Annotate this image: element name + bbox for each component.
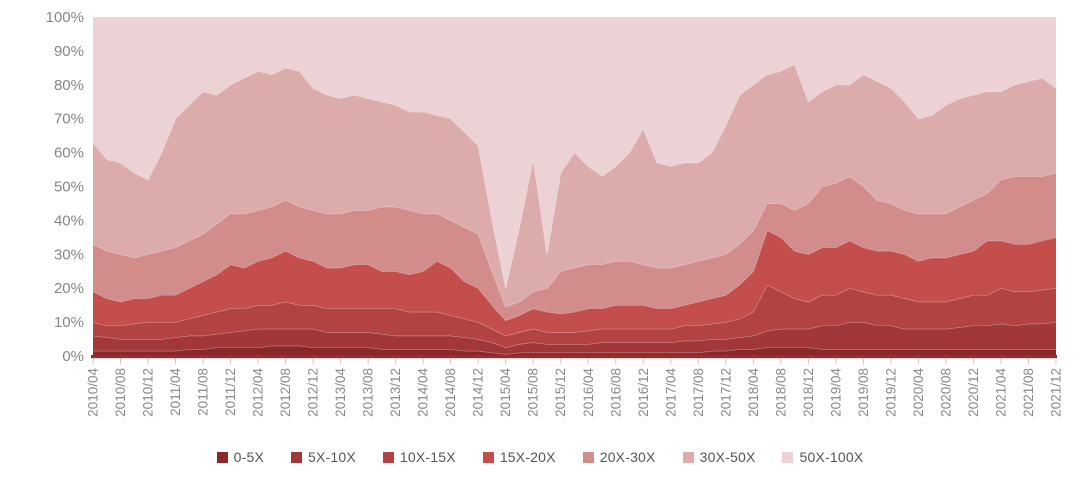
chart-canvas: 0% 10% 20% 30% 40% 50% 60% 70% 80% 90% 100% 2010/04… — [46, 9, 1064, 417]
legend-item-10x-15x: 10X-15X — [382, 449, 456, 465]
x-axis-tick-label: 2014/04 — [416, 368, 431, 417]
y-axis-tick-label: 20% — [54, 280, 84, 297]
area-band-5X-10X — [93, 322, 1056, 355]
x-axis-tick-label: 2013/04 — [333, 368, 348, 417]
y-axis-tick-label: 80% — [54, 77, 84, 94]
legend-label-5x-10x: 5X-10X — [308, 449, 356, 465]
x-axis-tick-label: 2016/12 — [636, 368, 651, 417]
y-axis-tick-label: 90% — [54, 43, 84, 60]
y-axis-tick-label: 70% — [54, 111, 84, 128]
legend-label-10x-15x: 10X-15X — [399, 449, 456, 465]
legend-item-30x-50x: 30X-50X — [682, 449, 756, 465]
legend-swatch-30x-50x — [682, 451, 694, 463]
x-axis-tick-label: 2018/04 — [746, 368, 761, 417]
x-axis-tick-label: 2021/12 — [1049, 368, 1064, 417]
x-axis-tick-label: 2020/08 — [938, 368, 953, 417]
y-axis-tick-label: 10% — [54, 314, 84, 331]
x-axis-tick-label: 2010/12 — [141, 368, 156, 417]
legend-item-50x-100x: 50X-100X — [782, 449, 863, 465]
x-axis-tick-label: 2015/04 — [498, 368, 513, 417]
x-axis-tick-label: 2016/08 — [608, 368, 623, 417]
x-axis-tick-label: 2017/08 — [691, 368, 706, 417]
x-axis-tick-label: 2014/12 — [471, 368, 486, 417]
legend-label-30x-50x: 30X-50X — [699, 449, 756, 465]
y-axis-tick-label: 100% — [46, 9, 84, 26]
x-axis-tick-label: 2021/04 — [993, 368, 1008, 417]
x-axis-tick-label: 2018/12 — [801, 368, 816, 417]
x-axis-tick-label: 2015/08 — [526, 368, 541, 417]
x-axis-tick-label: 2013/08 — [361, 368, 376, 417]
x-axis-tick-label: 2016/04 — [581, 368, 596, 417]
y-axis-tick-label: 0% — [62, 348, 84, 365]
x-axis-tick-label: 2017/12 — [718, 368, 733, 417]
x-axis-tick-label: 2011/12 — [223, 368, 238, 416]
x-axis-tick-label: 2020/04 — [911, 368, 926, 417]
legend-label-15x-20x: 15X-20X — [499, 449, 556, 465]
area-band-10X-15X — [93, 284, 1056, 348]
legend-item-5x-10x: 5X-10X — [291, 449, 356, 465]
area-band-15X-20X — [93, 230, 1056, 336]
legend-item-15x-20x: 15X-20X — [482, 449, 556, 465]
x-axis-tick-label: 2012/08 — [278, 368, 293, 417]
chart-legend: 0-5X 5X-10X 10X-15X 15X-20X 20X-30X 30X-… — [0, 444, 1080, 470]
legend-label-50x-100x: 50X-100X — [799, 449, 864, 465]
x-axis-tick-label: 2014/08 — [443, 368, 458, 417]
y-axis-tick-label: 30% — [54, 246, 84, 263]
legend-item-20x-30x: 20X-30X — [582, 449, 656, 465]
legend-label-0-5x: 0-5X — [233, 449, 265, 465]
area-band-20X-30X — [93, 172, 1056, 321]
legend-item-0-5x: 0-5X — [216, 449, 265, 465]
x-axis-tick-label: 2015/12 — [553, 368, 568, 417]
y-axis-tick-label: 50% — [54, 179, 84, 196]
x-axis-tick-label: 2010/08 — [113, 368, 128, 417]
x-axis-tick-label: 2013/12 — [388, 368, 403, 417]
area-band-30X-50X — [93, 64, 1056, 307]
x-axis-tick-label: 2018/08 — [773, 368, 788, 417]
x-axis-tick-label: 2017/04 — [663, 368, 678, 417]
legend-label-20x-30x: 20X-30X — [599, 449, 656, 465]
area-band-50X-100X — [93, 17, 1056, 289]
y-axis-tick-label: 60% — [54, 145, 84, 162]
x-axis-line — [91, 355, 1057, 359]
x-axis-tick-label: 2019/08 — [856, 368, 871, 417]
legend-swatch-15x-20x — [482, 451, 494, 463]
legend-swatch-10x-15x — [382, 451, 394, 463]
x-axis-tick-label: 2011/08 — [196, 368, 211, 416]
x-axis-tick-label: 2010/04 — [86, 368, 101, 417]
legend-swatch-5x-10x — [291, 451, 303, 463]
x-axis-tick-label: 2011/04 — [168, 368, 183, 416]
area-band-0-5X — [93, 345, 1056, 356]
y-axis-tick-label: 40% — [54, 212, 84, 229]
legend-swatch-0-5x — [216, 451, 228, 463]
x-axis-tick-label: 2020/12 — [966, 368, 981, 417]
x-axis-tick-label: 2019/12 — [883, 368, 898, 417]
x-axis-tick-label: 2021/08 — [1021, 368, 1036, 417]
x-axis-tick-label: 2012/12 — [306, 368, 321, 417]
legend-swatch-20x-30x — [582, 451, 594, 463]
x-axis-tick-label: 2012/04 — [251, 368, 266, 417]
x-axis-tick-label: 2019/04 — [828, 368, 843, 417]
legend-swatch-50x-100x — [782, 451, 794, 463]
